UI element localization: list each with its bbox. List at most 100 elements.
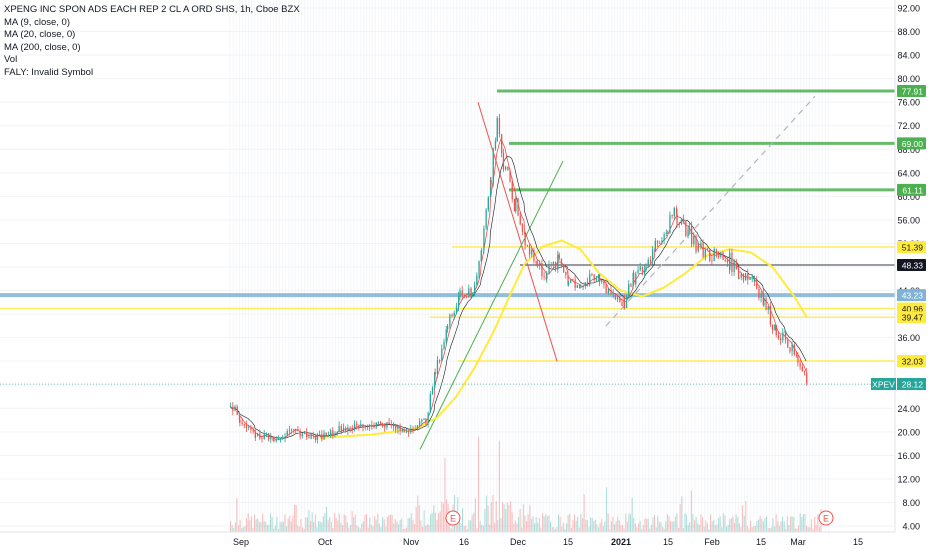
volume-bar: [238, 525, 240, 532]
price-candle: [667, 232, 669, 234]
volume-bar: [606, 487, 608, 532]
volume-bar: [609, 528, 611, 532]
volume-bar: [658, 521, 660, 532]
volume-bar: [378, 523, 380, 532]
price-candle: [649, 259, 652, 262]
price-candle: [765, 298, 767, 310]
volume-bar: [506, 502, 508, 532]
volume-bar: [580, 514, 582, 532]
volume-bar: [684, 513, 686, 532]
volume-bar: [786, 516, 788, 532]
price-candle: [729, 252, 731, 270]
price-candle: [330, 430, 332, 436]
volume-bar: [390, 514, 392, 532]
price-candle: [386, 422, 388, 428]
level-label: 77.91: [897, 84, 926, 97]
legend-faly[interactable]: FALY: Invalid Symbol: [4, 66, 94, 78]
volume-bar: [569, 513, 571, 532]
volume-bar: [428, 525, 430, 532]
legend-ma9[interactable]: MA (9, close, 0): [4, 16, 70, 28]
volume-bar: [679, 504, 681, 532]
time-axis[interactable]: Sep Oct Nov 16 Dec 15 2021 15 Feb 15 Mar 15: [0, 531, 895, 547]
price-tick-label: 56.00: [897, 215, 920, 225]
volume-bar: [489, 524, 491, 532]
volume-bar: [582, 518, 584, 532]
volume-bar: [570, 527, 572, 532]
volume-bar: [345, 515, 347, 532]
price-candle: [243, 424, 245, 425]
volume-bar: [750, 520, 752, 532]
volume-bar: [775, 514, 777, 532]
volume-bar: [607, 513, 609, 532]
time-tick-label: Feb: [704, 537, 720, 547]
volume-bar: [770, 527, 772, 532]
price-candle: [702, 242, 704, 257]
level-label-text: 43.23: [902, 291, 924, 301]
price-candle: [303, 431, 306, 434]
volume-bar: [263, 521, 265, 532]
price-candle: [268, 433, 270, 440]
volume-bar: [455, 520, 457, 532]
volume-bar: [388, 515, 390, 532]
volume-bar: [279, 521, 281, 532]
volume-bar: [479, 521, 481, 532]
price-tick-label: 84.00: [897, 51, 920, 61]
legend-vol[interactable]: Vol: [4, 54, 18, 65]
price-candle: [591, 274, 593, 275]
volume-bar: [799, 513, 801, 532]
volume-bar: [268, 524, 270, 532]
legend-symbol-title[interactable]: XPENG INC SPON ADS EACH REP 2 CL A ORD S…: [4, 4, 300, 15]
price-candle: [515, 198, 517, 212]
volume-bar: [444, 457, 446, 532]
volume-bar: [642, 525, 644, 532]
time-tick-label: Oct: [318, 537, 333, 547]
volume-bar: [271, 517, 273, 532]
volume-bar: [505, 509, 507, 532]
volume-bar: [788, 525, 790, 532]
volume-bar: [394, 519, 396, 532]
price-candle: [327, 435, 330, 437]
level-label: 43.23: [897, 289, 926, 302]
volume-bar: [782, 516, 784, 532]
volume-bar: [380, 527, 382, 532]
price-candle: [286, 431, 288, 437]
volume-bar: [273, 528, 275, 532]
price-candle: [401, 429, 403, 432]
volume-bar: [343, 514, 345, 532]
volume-bar: [673, 521, 675, 532]
volume-bar: [668, 516, 670, 532]
volume-bar: [814, 516, 816, 532]
volume-bar: [502, 502, 504, 532]
volume-bar: [534, 523, 536, 532]
price-axis[interactable]: 92.00 88.00 84.00 80.00 76.00 72.00 68.00 64.00…: [894, 0, 932, 550]
price-tick-label: 92.00: [897, 4, 920, 14]
volume-bar: [414, 524, 416, 532]
volume-bar: [420, 520, 422, 532]
price-candle: [589, 274, 591, 286]
price-candle: [241, 422, 243, 425]
volume-bar: [543, 516, 545, 532]
price-candle: [248, 427, 250, 429]
price-candle: [565, 271, 567, 276]
price-candle: [782, 332, 784, 341]
price-candle: [270, 436, 272, 440]
legend-ma20[interactable]: MA (20, close, 0): [4, 29, 76, 40]
price-candle: [663, 234, 665, 241]
price-candle: [789, 347, 791, 352]
volume-bar: [527, 514, 529, 532]
price-candle: [711, 260, 713, 262]
volume-bar: [746, 526, 748, 532]
time-tick-label: 2021: [611, 537, 631, 547]
volume-bar: [470, 520, 472, 532]
legend-ma200[interactable]: MA (200, close, 0): [4, 41, 81, 53]
volume-bar: [385, 526, 387, 532]
volume-bar: [612, 516, 614, 532]
volume-bar: [476, 528, 478, 532]
volume-bar: [431, 512, 433, 532]
volume-bar: [364, 514, 366, 532]
volume-bar: [743, 515, 745, 532]
price-candle: [526, 245, 528, 247]
volume-bar: [615, 521, 617, 532]
price-candle: [474, 285, 476, 293]
